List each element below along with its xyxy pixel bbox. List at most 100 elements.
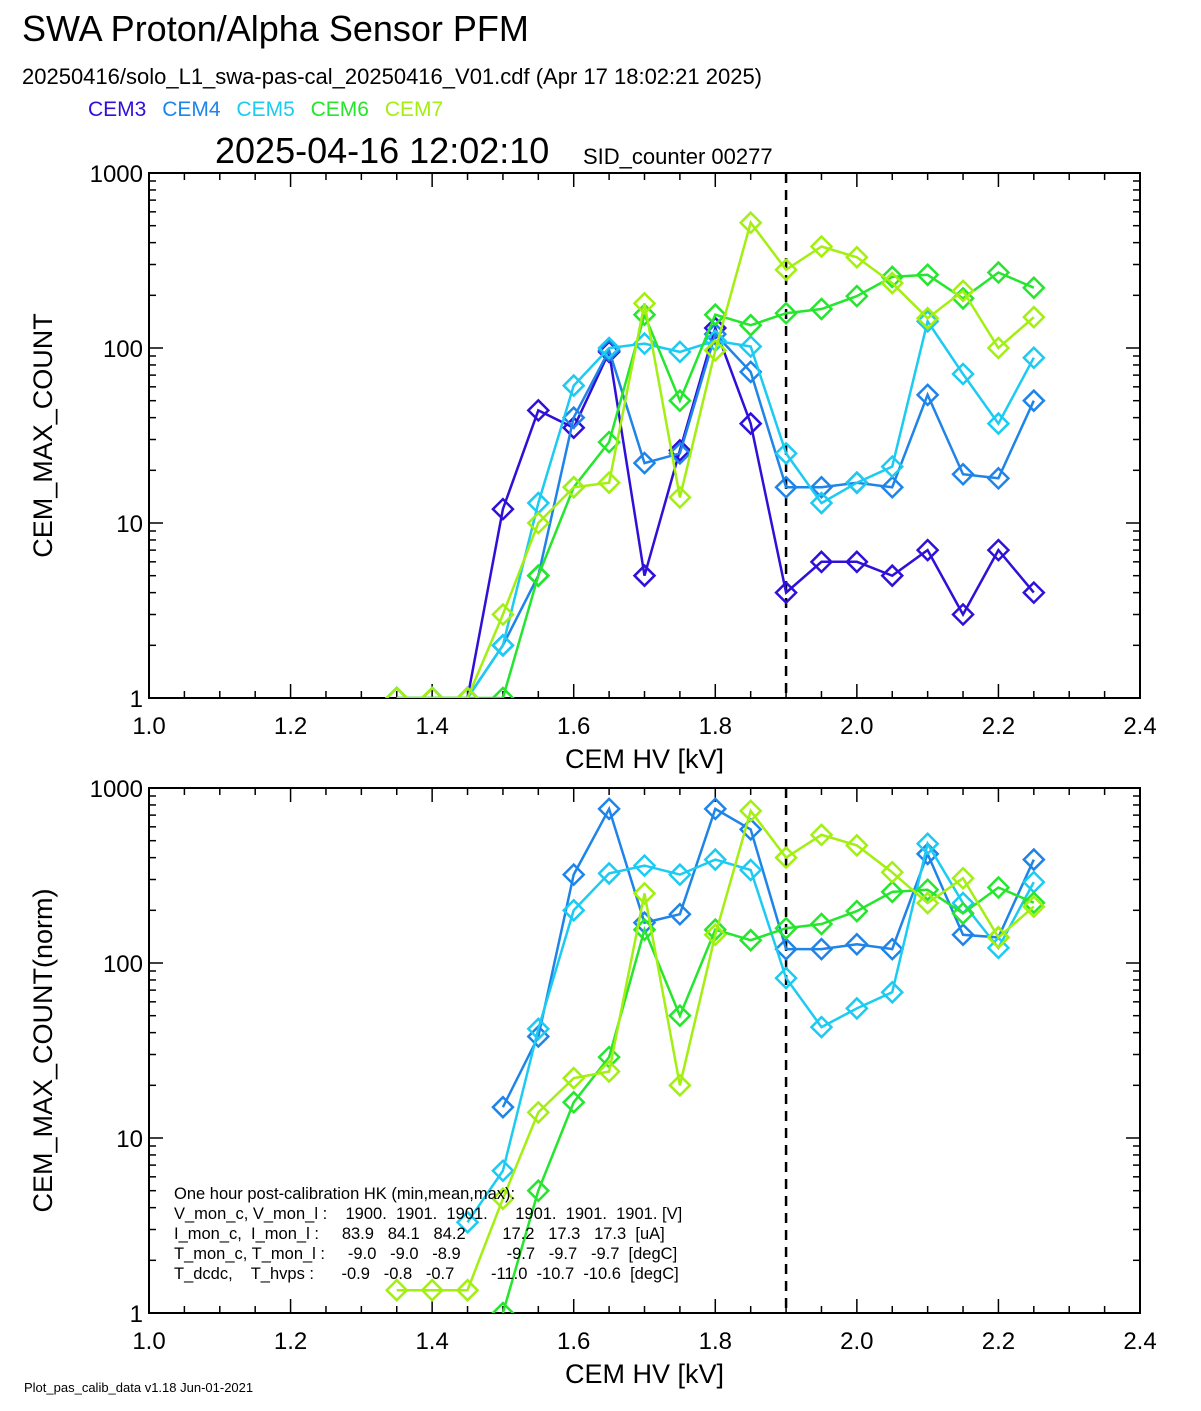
data-point-cem6	[491, 686, 515, 698]
data-point-cem4	[951, 462, 975, 486]
x-tick-label: 1.8	[699, 1328, 732, 1355]
data-point-cem6	[1022, 890, 1046, 915]
data-point-cem7	[384, 686, 409, 698]
hk-line: T_mon_c, T_mon_l : -9.0 -9.0 -8.9 -9.7 -…	[174, 1245, 677, 1263]
data-point-cem5	[951, 362, 975, 386]
data-point-cem5	[597, 861, 621, 886]
data-point-cem6	[986, 875, 1011, 900]
data-point-cem5	[880, 454, 905, 479]
data-point-cem5	[668, 862, 692, 887]
data-point-cem3	[738, 411, 763, 436]
data-point-cem5	[668, 340, 692, 364]
x-tick-label: 1.4	[415, 713, 448, 740]
data-point-cem6	[845, 284, 869, 308]
data-point-cem5	[986, 936, 1011, 960]
data-point-cem4	[880, 937, 905, 961]
data-point-cem7	[526, 1100, 551, 1125]
data-point-cem4	[703, 797, 728, 821]
legend: CEM3 CEM4 CEM5 CEM6 CEM7	[88, 98, 453, 122]
data-point-cem3	[668, 438, 692, 463]
data-point-cem5	[915, 309, 940, 334]
data-point-cem5	[561, 373, 586, 398]
data-point-cem3	[632, 563, 657, 588]
data-point-cem3	[1022, 580, 1046, 605]
timestamp: 2025-04-16 12:02:10	[215, 130, 550, 171]
data-point-cem5	[561, 898, 586, 923]
data-point-cem4	[738, 817, 763, 842]
x-tick-label: 1.2	[274, 1328, 307, 1355]
data-point-cem6	[597, 430, 621, 454]
data-point-cem3	[809, 550, 834, 574]
data-point-cem3	[951, 602, 975, 627]
data-point-cem4	[774, 475, 798, 500]
plot-frame	[148, 172, 1141, 699]
data-point-cem5	[774, 966, 798, 990]
data-point-cem7	[880, 271, 905, 295]
x-tick-label: 2.2	[982, 713, 1015, 740]
data-point-cem5	[738, 858, 763, 882]
data-point-cem4	[1022, 847, 1046, 872]
y-axis-title: CEM_MAX_COUNT	[28, 313, 58, 558]
data-point-cem7	[668, 485, 692, 510]
data-point-cem7	[738, 210, 763, 235]
series-line-cem3	[396, 324, 1035, 698]
data-point-cem4	[915, 383, 940, 407]
data-point-cem7	[703, 922, 728, 947]
data-point-cem4	[915, 842, 940, 866]
x-tick-label: 2.4	[1123, 1328, 1156, 1355]
hk-line: I_mon_c, I_mon_l : 83.9 84.1 84.2 17.2 1…	[174, 1225, 665, 1243]
data-point-cem6	[915, 263, 940, 287]
data-point-cem6	[774, 916, 798, 941]
data-point-cem7	[845, 245, 869, 270]
data-point-cem3	[491, 497, 515, 521]
data-point-cem4	[880, 475, 905, 500]
series-line-cem5	[466, 840, 1035, 1224]
series-group	[384, 210, 1046, 698]
x-tick-label: 1.6	[557, 1328, 590, 1355]
data-point-cem6	[491, 1301, 515, 1313]
data-point-cem5	[809, 1015, 834, 1039]
x-axis-title: CEM HV [kV]	[565, 1359, 724, 1389]
data-point-cem6	[845, 899, 869, 923]
data-point-cem7	[774, 257, 798, 282]
data-point-cem7	[703, 338, 728, 363]
data-point-cem7	[986, 336, 1011, 360]
y-tick-label: 1000	[90, 161, 143, 188]
series-group	[384, 797, 1046, 1313]
data-point-cem7	[561, 1066, 586, 1090]
x-tick-label: 1.6	[557, 713, 590, 740]
y-tick-label: 100	[103, 336, 143, 363]
data-point-cem6	[703, 302, 728, 327]
data-point-cem6	[668, 1003, 692, 1028]
x-tick-label: 1.8	[699, 713, 732, 740]
data-point-cem7	[915, 891, 940, 915]
data-point-cem7	[455, 686, 480, 698]
data-point-cem3	[526, 398, 551, 423]
data-point-cem4	[597, 797, 621, 821]
data-point-cem4	[632, 451, 657, 475]
y-tick-label: 1000	[90, 776, 143, 803]
data-point-cem5	[738, 334, 763, 359]
data-point-cem7	[491, 1186, 515, 1211]
data-point-cem4	[845, 932, 869, 957]
file-subtitle: 20250416/solo_L1_swa-pas-cal_20250416_V0…	[22, 64, 763, 89]
data-point-cem6	[809, 912, 834, 936]
data-point-cem6	[809, 297, 834, 321]
series-line-cem7	[396, 219, 1035, 698]
data-point-cem6	[561, 1090, 586, 1115]
data-point-cem7	[845, 833, 869, 858]
data-point-cem4	[774, 937, 798, 961]
legend-cem7: CEM7	[384, 98, 444, 121]
data-point-cem7	[951, 279, 975, 303]
legend-cem4: CEM4	[162, 98, 221, 121]
data-point-cem3	[774, 580, 798, 605]
data-point-cem3	[915, 538, 940, 562]
data-point-cem5	[845, 996, 869, 1021]
data-point-cem7	[774, 845, 798, 870]
chart-panel-1: 1.0 1.2 1.4 1.6 1.8 2.0 2.2 2.4 1 10 100 1000 CEM HV…	[28, 161, 1157, 774]
data-point-cem4	[491, 1095, 515, 1119]
data-point-cem7	[738, 799, 763, 823]
data-point-cem7	[951, 866, 975, 891]
data-point-cem4	[809, 937, 834, 961]
